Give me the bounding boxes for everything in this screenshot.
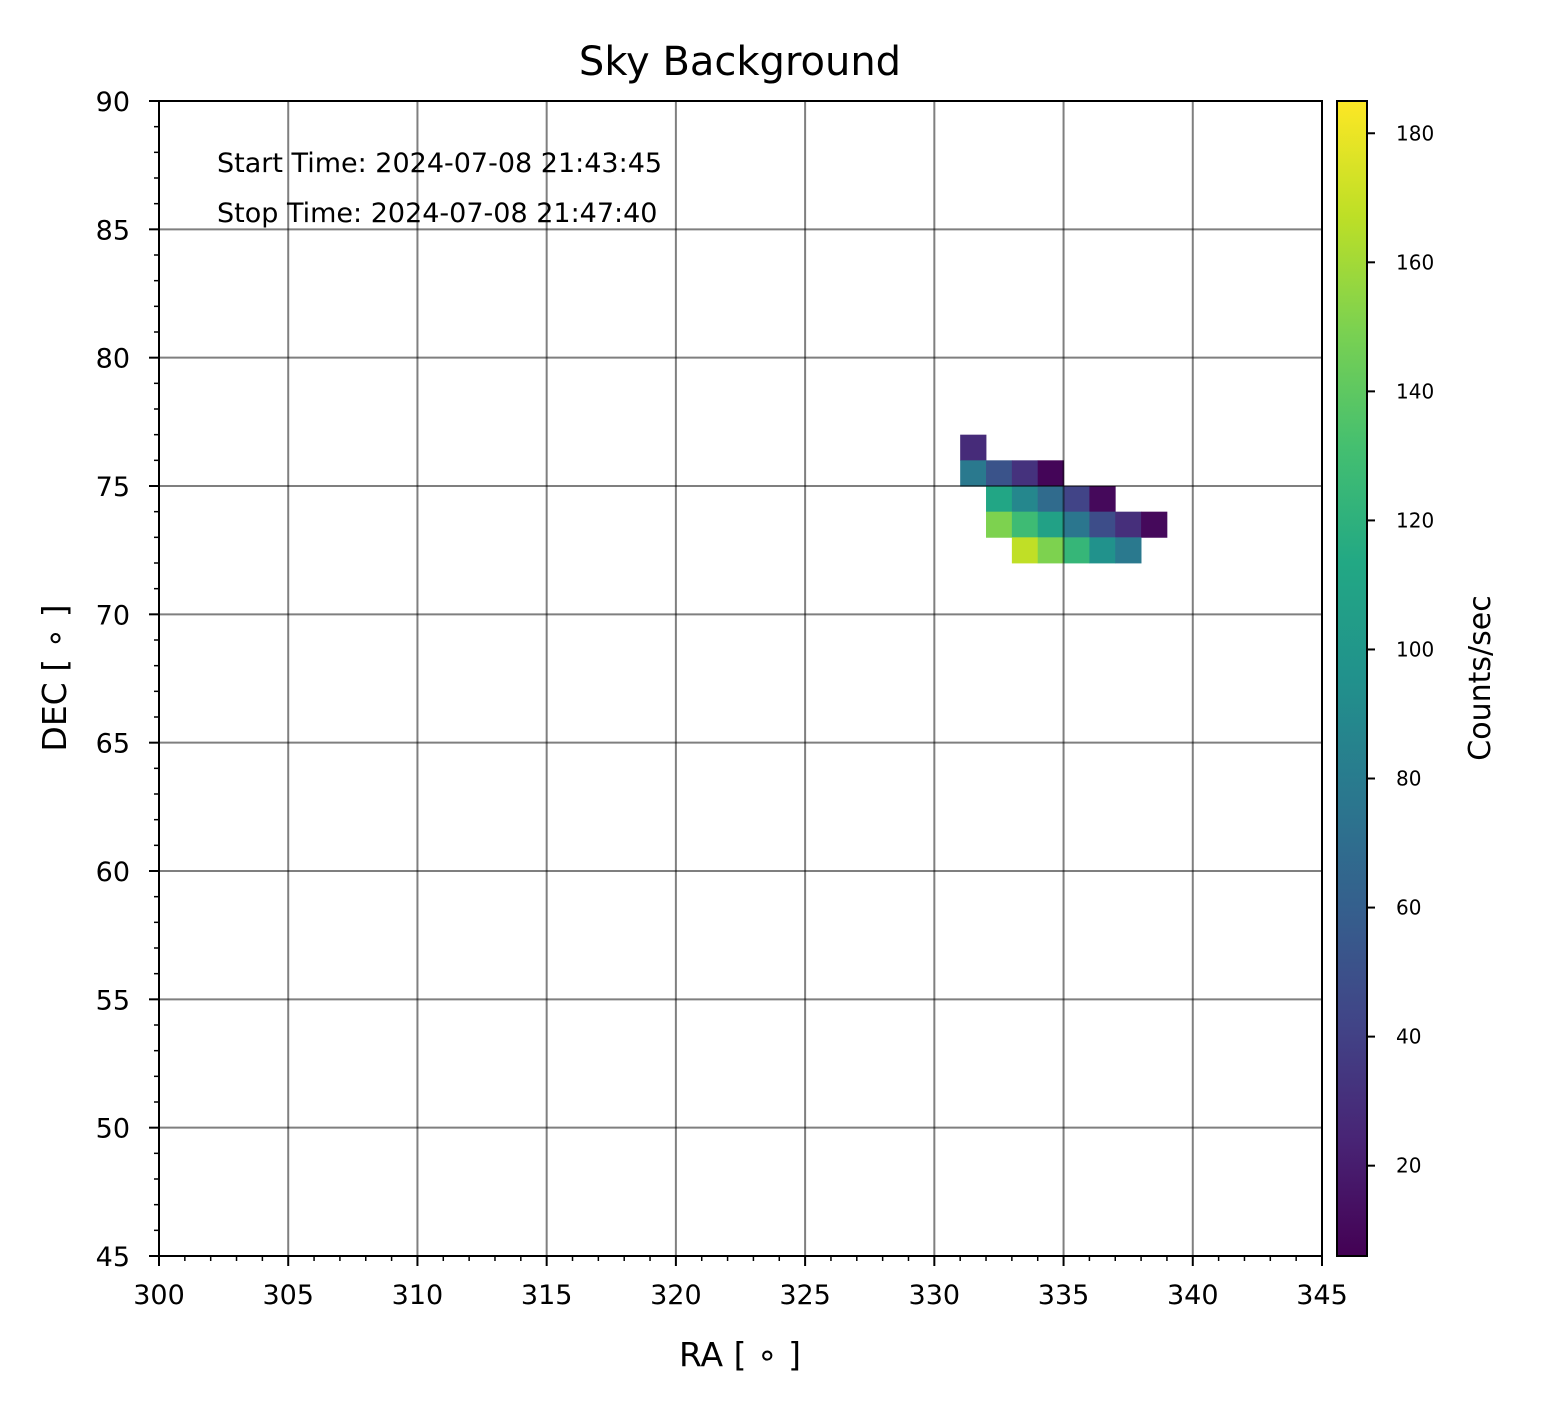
y-tick-label: 70 [96,600,130,631]
heatmap-cell [986,460,1013,487]
plot-frame [158,100,1323,1257]
heatmap-cell [1011,511,1039,538]
colorbar-tick-label: 20 [1396,1154,1421,1178]
heatmap-cell [986,486,1013,513]
y-tick-label: 45 [96,1242,130,1273]
heatmap-cell [1089,511,1116,538]
y-tick-label: 50 [96,1114,130,1145]
y-tick-label: 55 [96,985,130,1016]
annotation-stop-time: Stop Time: 2024-07-08 21:47:40 [217,198,657,229]
colorbar-tick-label: 40 [1396,1025,1421,1049]
x-tick-label: 330 [909,1280,961,1311]
grid-lines [158,100,1323,1257]
x-tick-label: 340 [1167,1280,1219,1311]
heatmap-cell [1141,511,1168,538]
colorbar-ticks: 20 40 60 80 100 120 140 160 180 [1367,121,1434,1178]
heatmap-cell [1011,537,1039,564]
colorbar [1336,100,1368,1257]
colorbar-tick-label: 180 [1396,121,1434,145]
y-tick-label: 60 [96,857,130,888]
heatmap-cell [986,511,1013,538]
x-tick-label: 345 [1296,1280,1348,1311]
heatmap-cell [1089,537,1116,564]
heatmap-cell [1037,486,1064,513]
heatmap-cell [1011,460,1039,487]
y-tick-label: 75 [96,472,130,503]
heatmap-cell [1063,537,1090,564]
heatmap-cell [1037,511,1064,538]
heatmap-cell [960,434,987,461]
heatmap-cell [960,460,987,487]
annotation-start-time: Start Time: 2024-07-08 21:43:45 [217,148,662,179]
y-tick-label: 65 [96,729,130,760]
chart-title: Sky Background [579,39,901,85]
heatmap-cell [1037,537,1064,564]
y-tick-label: 80 [96,344,130,375]
heatmap-cell [1063,486,1090,513]
x-axis-ticks: 300 305 310 315 320 325 330 335 340 345 [133,1256,1348,1311]
colorbar-tick-label: 140 [1396,379,1434,403]
heatmap-cells [960,434,1168,564]
x-tick-label: 305 [262,1280,314,1311]
x-tick-label: 325 [779,1280,831,1311]
colorbar-label: Counts/sec [1463,595,1498,760]
heatmap-cell [1115,511,1142,538]
y-axis-label: DEC [ ∘ ] [35,604,74,751]
heatmap-cell [1115,537,1142,564]
colorbar-tick-label: 100 [1396,637,1434,661]
x-tick-label: 310 [392,1280,444,1311]
heatmap-cell [1089,486,1116,513]
colorbar-tick-label: 160 [1396,250,1434,274]
x-tick-label: 300 [133,1280,185,1311]
colorbar-tick-label: 80 [1396,767,1421,791]
x-axis-label: RA [ ∘ ] [679,1335,801,1374]
heatmap-cell [1037,460,1064,487]
y-tick-label: 90 [96,87,130,118]
heatmap-cell [1063,511,1090,538]
colorbar-tick-label: 120 [1396,508,1434,532]
heatmap-cell [1011,486,1039,513]
y-tick-label: 85 [96,215,130,246]
x-tick-label: 315 [521,1280,573,1311]
colorbar-tick-label: 60 [1396,896,1421,920]
x-tick-label: 335 [1038,1280,1090,1311]
x-tick-label: 320 [650,1280,702,1311]
y-axis-ticks: 45 50 55 60 65 70 75 80 85 90 [96,87,159,1273]
